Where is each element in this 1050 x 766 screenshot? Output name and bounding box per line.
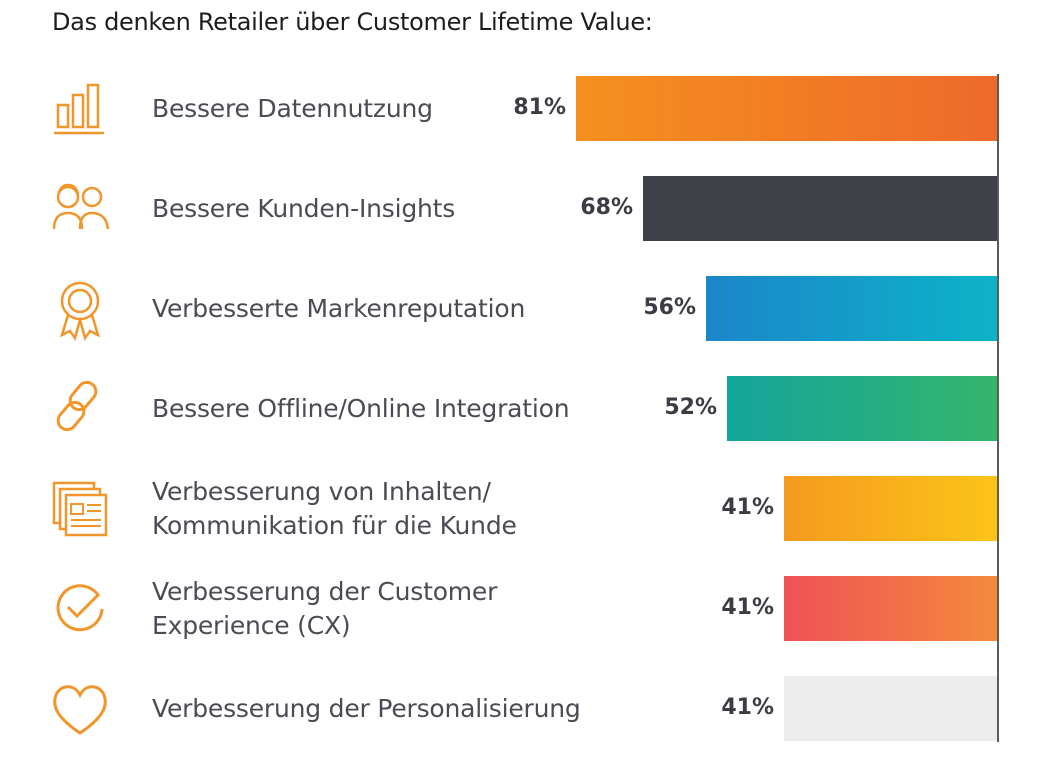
stacked-pages-icon [46, 477, 116, 541]
value-label-5: 41% [721, 495, 774, 520]
value-label-6: 41% [721, 595, 774, 620]
award-ribbon-icon [46, 277, 116, 341]
bar-6 [784, 576, 997, 641]
category-label-4: Bessere Offline/Online Integration [152, 393, 570, 423]
bar-4 [727, 376, 997, 441]
category-label-7: Verbesserung der Personalisierung [152, 693, 581, 723]
category-label-2: Bessere Kunden-Insights [152, 193, 456, 223]
value-label-1: 81% [513, 95, 566, 120]
category-label-3: Verbesserte Markenreputation [152, 293, 526, 323]
bar-1 [576, 76, 997, 141]
category-label-1: Bessere Datennutzung [152, 93, 433, 123]
chart-title: Das denken Retailer über Customer Lifeti… [52, 8, 653, 36]
value-label-2: 68% [580, 195, 633, 220]
value-label-4: 52% [664, 395, 717, 420]
value-label-3: 56% [643, 295, 696, 320]
value-label-7: 41% [721, 695, 774, 720]
people-icon [46, 177, 116, 241]
bar-5 [784, 476, 997, 541]
heart-icon [46, 677, 116, 741]
category-label-5: Verbesserung von Inhalten/ Kommunikation… [152, 476, 517, 540]
category-label-6: Verbesserung der Customer Experience (CX… [152, 576, 498, 640]
bar-chart-icon [46, 77, 116, 141]
chain-link-icon [46, 377, 116, 441]
bar-3 [706, 276, 997, 341]
check-circle-icon [46, 577, 116, 641]
bar-7 [784, 676, 997, 741]
bar-2 [643, 176, 997, 241]
